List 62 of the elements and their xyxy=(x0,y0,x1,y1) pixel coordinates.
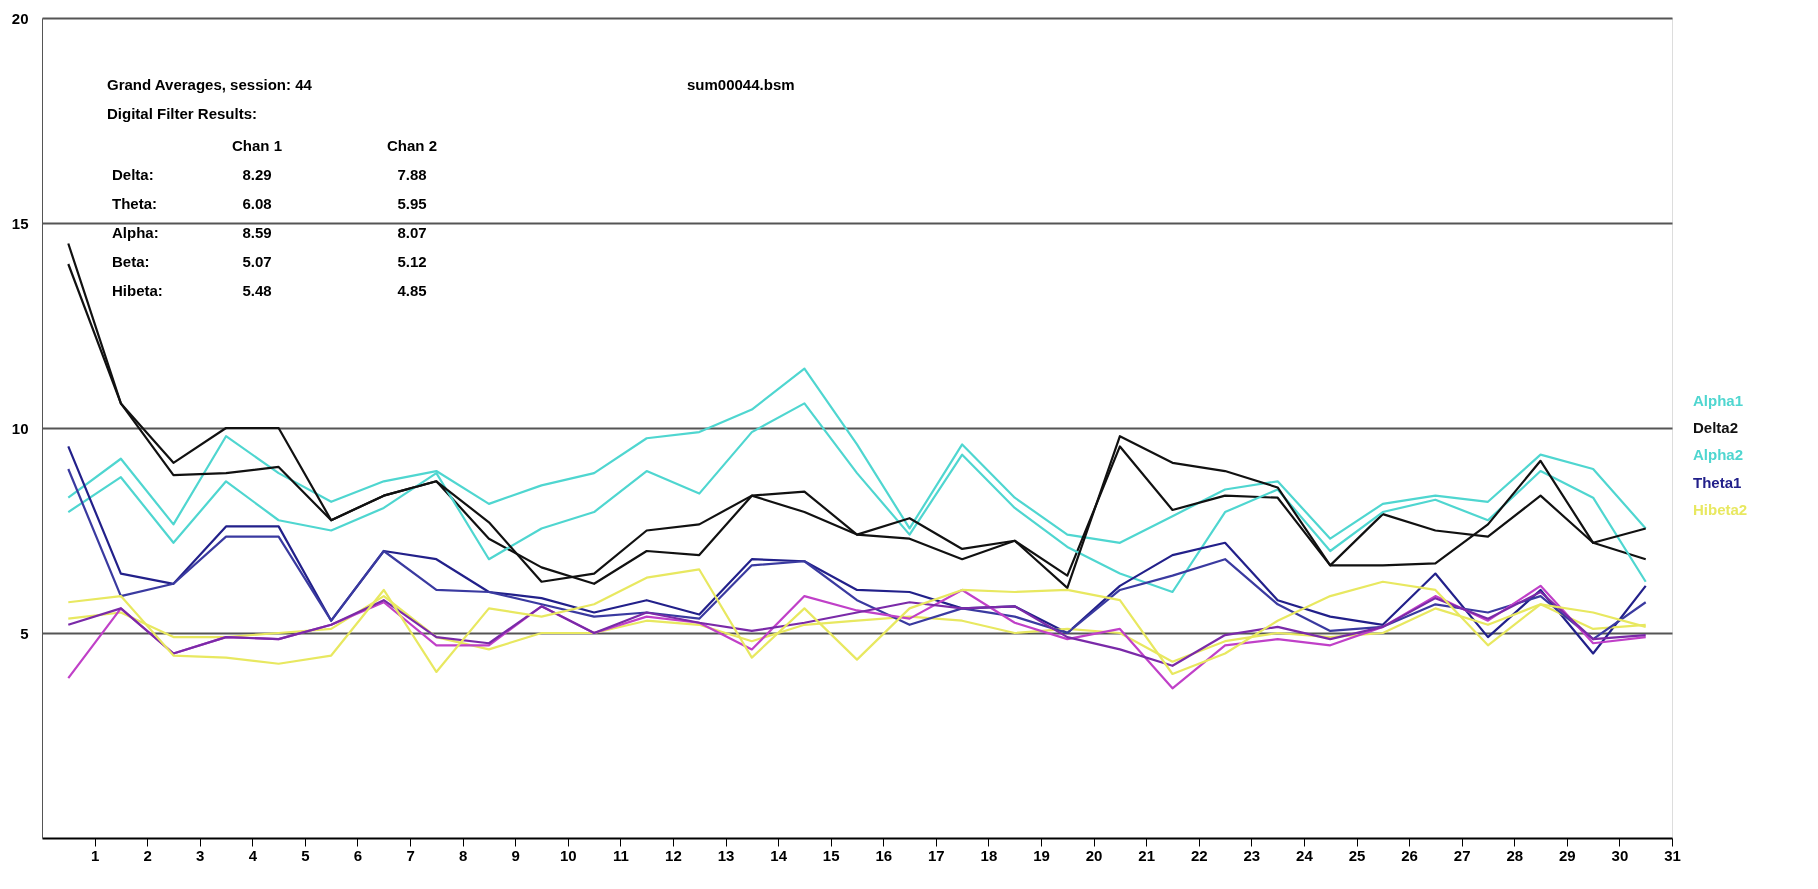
x-tick-label: 6 xyxy=(353,846,363,864)
x-tick-label: 7 xyxy=(406,846,415,864)
x-tick-label: 13 xyxy=(717,846,735,864)
x-tick-label: 10 xyxy=(559,846,577,864)
x-tick-label: 15 xyxy=(822,846,840,864)
x-tick-label: 28 xyxy=(1506,846,1524,864)
line-series xyxy=(67,467,1647,641)
y-tick-label: 10 xyxy=(11,419,29,437)
x-tick-label: 3 xyxy=(196,846,205,864)
annotation: 5.48 xyxy=(242,282,272,299)
line-series xyxy=(67,445,1647,655)
annotation: Chan 2 xyxy=(386,137,438,154)
text: Alpha2 xyxy=(1693,446,1744,464)
annotation: 8.59 xyxy=(242,224,272,241)
x-tick-label: 12 xyxy=(665,846,682,864)
annotation: 5.12 xyxy=(397,253,427,270)
y-tick-label: 20 xyxy=(11,9,29,27)
annotation: 4.85 xyxy=(397,282,427,299)
annotation: Chan 1 xyxy=(231,137,283,154)
text: Hibeta2 xyxy=(1693,501,1748,518)
text: Alpha1 xyxy=(1693,391,1744,409)
x-tick-label: 24 xyxy=(1296,846,1314,864)
text: Theta1 xyxy=(1693,473,1742,491)
y-tick-label: 15 xyxy=(11,214,29,232)
x-tick-label: 25 xyxy=(1348,846,1366,864)
annotation: sum00044.bsm xyxy=(687,76,795,93)
x-tick-label: 23 xyxy=(1243,846,1261,864)
annotation: 5.07 xyxy=(242,253,272,270)
annotation: Hibeta: xyxy=(112,282,163,299)
annotation: Alpha: xyxy=(112,224,159,241)
annotation: 6.08 xyxy=(242,195,272,212)
x-tick-label: 19 xyxy=(1033,846,1050,864)
annotation: Delta: xyxy=(112,166,154,183)
x-tick-label: 17 xyxy=(928,846,945,864)
x-tick-label: 30 xyxy=(1611,846,1629,864)
x-tick-label: 4 xyxy=(248,846,258,864)
x-tick-label: 9 xyxy=(511,846,520,864)
x-tick-label: 16 xyxy=(875,846,893,864)
text: Delta2 xyxy=(1693,419,1739,436)
annotation: 8.29 xyxy=(242,166,272,183)
x-tick-label: 2 xyxy=(143,846,152,864)
x-tick-label: 8 xyxy=(458,846,468,864)
x-tick-label: 11 xyxy=(612,846,629,864)
y-tick-label: 5 xyxy=(20,624,29,642)
x-tick-label: 14 xyxy=(770,846,788,864)
x-tick-label: 18 xyxy=(980,846,998,864)
x-tick-label: 31 xyxy=(1664,846,1681,864)
annotation: 5.95 xyxy=(397,195,427,212)
x-tick-label: 1 xyxy=(90,846,100,864)
x-tick-label: 27 xyxy=(1453,846,1471,864)
annotation: Grand Averages, session: 44 xyxy=(107,76,313,93)
annotation: Digital Filter Results: xyxy=(107,105,258,122)
annotation: 8.07 xyxy=(397,224,427,241)
x-tick-label: 26 xyxy=(1401,846,1418,864)
x-tick-label: 5 xyxy=(301,846,310,864)
annotation: Theta: xyxy=(112,195,157,212)
x-tick-label: 22 xyxy=(1190,846,1208,864)
x-tick-label: 20 xyxy=(1085,846,1103,864)
annotation: Beta: xyxy=(112,253,150,270)
x-tick-label: 21 xyxy=(1138,846,1156,864)
annotation: 7.88 xyxy=(397,166,427,183)
x-tick-label: 29 xyxy=(1558,846,1576,864)
